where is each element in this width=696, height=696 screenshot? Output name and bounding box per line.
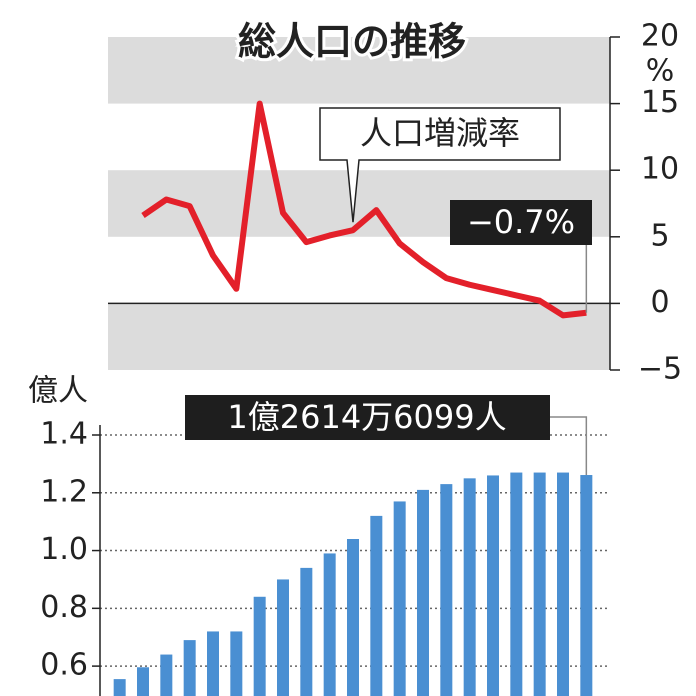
y-tick-label: 10: [641, 152, 679, 187]
bar: [557, 472, 569, 696]
bar: [300, 567, 313, 696]
bar: [347, 539, 359, 696]
bar: [230, 631, 243, 696]
chart-title: 総人口の推移: [238, 20, 466, 64]
bar: [253, 596, 266, 696]
bar: [370, 515, 383, 696]
grid-band: [108, 303, 610, 370]
bar: [183, 640, 196, 696]
y-tick-label: 5: [650, 218, 669, 253]
annotation: 人口増減率: [360, 114, 520, 152]
bar: [160, 654, 173, 696]
bar: [207, 631, 219, 696]
y-tick-label: 20: [641, 19, 679, 54]
bar: [417, 489, 429, 696]
bar: [323, 553, 336, 696]
y-tick-label: −5: [638, 352, 682, 387]
bar: [533, 472, 546, 696]
y-unit: 億人: [28, 374, 88, 409]
value-label: 1億2614万6099人: [227, 398, 506, 436]
y-unit: %: [646, 54, 675, 89]
bar: [137, 667, 149, 696]
bar: [440, 484, 453, 696]
bar: [277, 579, 289, 696]
annotation-box: [319, 107, 561, 223]
bar: [487, 475, 499, 696]
value-label: −0.7%: [467, 203, 575, 241]
y-tick-label: 0.8: [40, 590, 88, 625]
y-tick-label: 1.4: [40, 417, 88, 452]
label-box: [450, 200, 592, 245]
bar: [580, 475, 593, 696]
y-tick-label: 1.0: [40, 532, 88, 567]
y-tick-label: 15: [641, 85, 679, 120]
bar: [510, 472, 523, 696]
label-box: [185, 395, 550, 440]
bar: [463, 478, 476, 696]
label-leader: [550, 416, 588, 476]
bar: [113, 679, 126, 696]
y-tick-label: 0: [650, 285, 669, 320]
line-series: [141, 100, 587, 319]
y-tick-label: 0.6: [40, 648, 88, 683]
bar: [393, 501, 406, 696]
y-tick-label: 1.2: [40, 474, 88, 509]
grid-band: [108, 37, 610, 104]
